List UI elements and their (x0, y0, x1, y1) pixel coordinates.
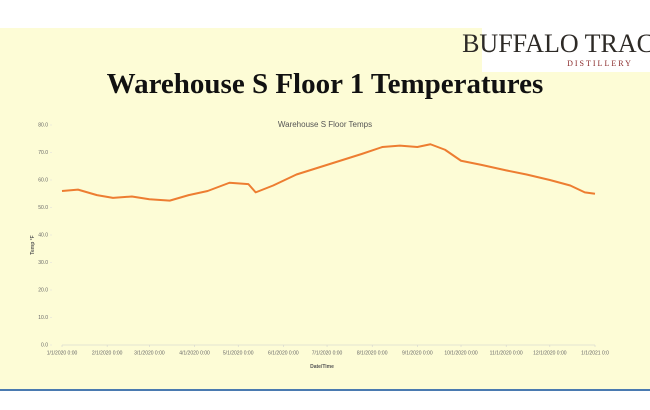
temp-line (61, 143, 596, 202)
x-tick-label: 5/1/2020 0:00 (223, 350, 254, 356)
y-axis-label: Temp °F (30, 235, 36, 254)
y-tick-label: 30.0 (38, 260, 48, 266)
x-tick-label: 1/1/2021 0:0 (581, 350, 609, 356)
x-tick-label: 3/1/2020 0:00 (134, 350, 165, 356)
x-tick-label: 1/1/2020 0:00 (47, 350, 78, 356)
x-tick-label: 2/1/2020 0:00 (92, 350, 123, 356)
y-tick-label: 60.0 (38, 177, 48, 183)
logo-subtitle: DISTILLERY (567, 59, 633, 68)
x-tick-label: 11/1/2020 0:00 (490, 350, 523, 356)
y-tick-label: 80.0 (38, 122, 48, 128)
x-tick-label: 10/1/2020 0:00 (444, 350, 478, 356)
slide-title: Warehouse S Floor 1 Temperatures (107, 68, 544, 100)
y-tick-label: 70.0 (38, 150, 48, 156)
y-tick-label: 50.0 (38, 205, 48, 211)
y-tick-label: 10.0 (38, 315, 48, 321)
x-tick-label: 7/1/2020 0:00 (312, 350, 343, 356)
chart-title: Warehouse S Floor Temps (278, 120, 372, 129)
y-tick-label: 40.0 (38, 232, 48, 238)
x-tick-label: 4/1/2020 0:00 (179, 350, 210, 356)
y-tick-label: 20.0 (38, 287, 48, 293)
logo-name: BUFFALO TRACE (462, 29, 650, 58)
x-tick-label: 12/1/2020 0:00 (533, 350, 567, 356)
y-tick-label: 0.0 (41, 342, 48, 348)
x-tick-label: 6/1/2020 0:00 (268, 350, 299, 356)
x-tick-label: 8/1/2020 0:00 (357, 350, 388, 356)
x-tick-label: 9/1/2020 0:00 (402, 350, 433, 356)
slide-background (0, 28, 650, 390)
logo-box (482, 22, 650, 72)
x-axis-label: Date/Time (310, 364, 334, 370)
